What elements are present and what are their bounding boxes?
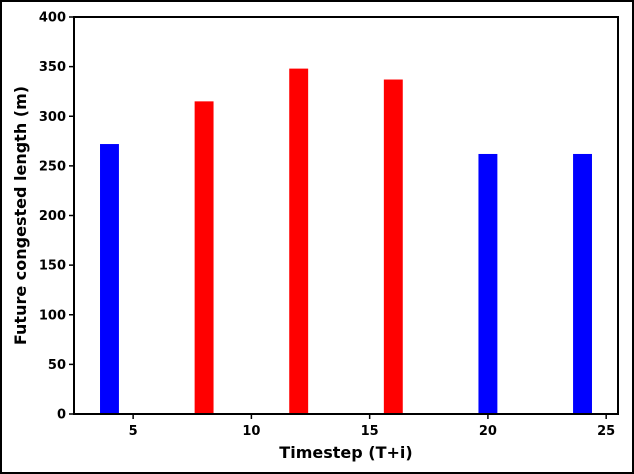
y-tick-label: 50 (48, 358, 66, 373)
y-tick-label: 250 (39, 159, 66, 174)
bar-t12 (289, 68, 309, 415)
y-tick-label: 0 (57, 408, 66, 423)
x-tick-label: 15 (361, 424, 379, 439)
y-tick-label: 350 (39, 60, 66, 75)
x-tick-label: 20 (479, 424, 497, 439)
y-tick-label: 100 (39, 308, 66, 323)
bar-t24 (573, 153, 592, 414)
y-tick-label: 200 (39, 209, 66, 224)
bar-t16 (383, 79, 403, 414)
bars-group (100, 68, 592, 415)
y-axis-label: Future congested length (m) (11, 86, 30, 345)
y-tick-label: 300 (39, 110, 66, 125)
x-tick-label: 5 (129, 424, 138, 439)
bar-t8 (194, 101, 214, 415)
y-tick-label: 150 (39, 259, 66, 274)
x-tick-label: 25 (597, 424, 615, 439)
y-tick-label: 400 (39, 11, 66, 26)
bar-t20 (478, 153, 498, 414)
y-axis-ticks: 0 50 100 150 200 250 300 350 400 (39, 11, 74, 423)
plot-area-border (73, 16, 619, 415)
bar-t4 (100, 144, 119, 415)
x-tick-label: 10 (242, 424, 260, 439)
x-axis-ticks: 5 10 15 20 25 (129, 414, 615, 439)
x-axis-label: Timestep (T+i) (279, 443, 412, 462)
